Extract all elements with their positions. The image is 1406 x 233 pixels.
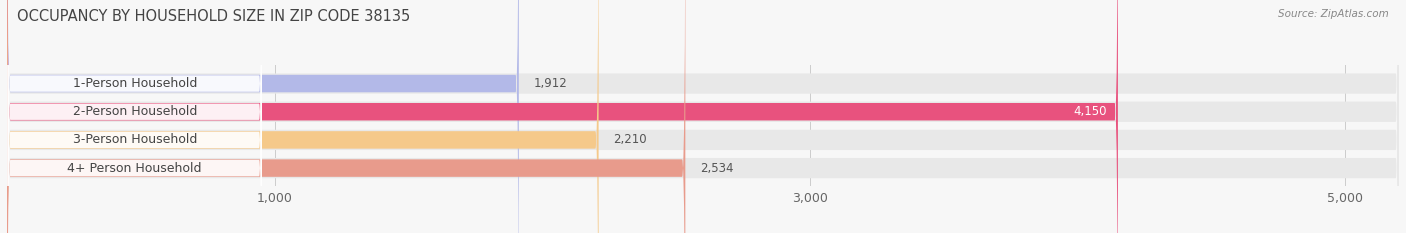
Text: 2,534: 2,534	[700, 161, 734, 175]
FancyBboxPatch shape	[7, 0, 1399, 233]
Text: 1-Person Household: 1-Person Household	[73, 77, 197, 90]
FancyBboxPatch shape	[7, 0, 262, 233]
FancyBboxPatch shape	[7, 0, 685, 233]
Text: 3-Person Household: 3-Person Household	[73, 134, 197, 146]
FancyBboxPatch shape	[7, 0, 1118, 233]
Text: 4+ Person Household: 4+ Person Household	[67, 161, 202, 175]
Text: 2,210: 2,210	[613, 134, 647, 146]
Text: 1,912: 1,912	[533, 77, 567, 90]
Text: 4,150: 4,150	[1074, 105, 1107, 118]
FancyBboxPatch shape	[7, 0, 262, 233]
FancyBboxPatch shape	[7, 0, 599, 233]
Text: 2-Person Household: 2-Person Household	[73, 105, 197, 118]
FancyBboxPatch shape	[7, 0, 1399, 233]
Text: OCCUPANCY BY HOUSEHOLD SIZE IN ZIP CODE 38135: OCCUPANCY BY HOUSEHOLD SIZE IN ZIP CODE …	[17, 9, 411, 24]
FancyBboxPatch shape	[7, 0, 262, 233]
Text: Source: ZipAtlas.com: Source: ZipAtlas.com	[1278, 9, 1389, 19]
FancyBboxPatch shape	[7, 0, 262, 233]
FancyBboxPatch shape	[7, 0, 1399, 233]
FancyBboxPatch shape	[7, 0, 519, 233]
FancyBboxPatch shape	[7, 0, 1399, 233]
